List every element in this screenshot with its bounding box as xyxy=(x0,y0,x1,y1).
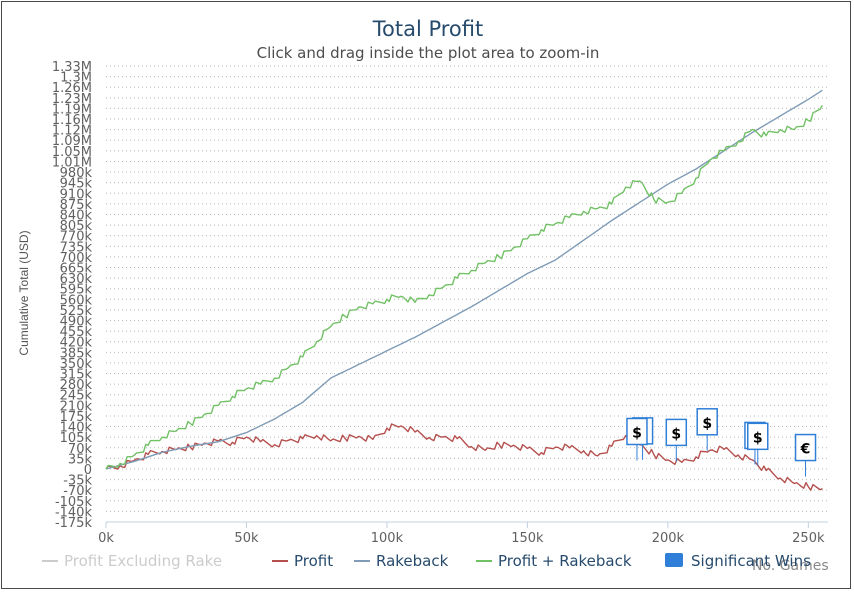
x-tick-label: 250k xyxy=(792,531,825,546)
y-tick-label: 560k xyxy=(60,293,93,308)
y-tick-label: 490k xyxy=(60,315,93,330)
y-tick-label: 70k xyxy=(68,442,93,457)
significant-win-flag[interactable]: € xyxy=(794,433,817,477)
x-tick-label: 100k xyxy=(371,531,404,546)
legend-label: Rakeback xyxy=(376,552,449,570)
x-tick-label: 200k xyxy=(652,531,685,546)
x-tick-label: 0k xyxy=(98,531,114,546)
y-tick-label: 105k xyxy=(60,431,93,446)
flag-label: $ xyxy=(632,425,642,441)
flags-layer: $$$$$$€ xyxy=(626,408,817,477)
y-tick-label: 0 xyxy=(84,463,92,478)
legend-label: Significant Wins xyxy=(691,552,811,570)
y-tick-label: 1.26M xyxy=(52,81,92,96)
y-tick-label: 1.19M xyxy=(52,102,92,117)
y-tick-label: -105k xyxy=(55,495,93,510)
x-axis-ticks: 0k 50k 100k 150k 200k 250k xyxy=(98,522,825,546)
legend-item[interactable]: Profit Excluding Rake xyxy=(42,552,222,570)
y-tick-label: 1.23M xyxy=(52,92,92,107)
flag-label: € xyxy=(800,442,811,458)
y-tick-label: 210k xyxy=(60,399,93,414)
legend-item[interactable]: Profit xyxy=(272,552,333,570)
y-tick-label: 1.12M xyxy=(52,124,92,139)
significant-win-flag[interactable]: $ xyxy=(665,418,688,462)
legend-swatch xyxy=(665,553,683,567)
series-line-profit[interactable] xyxy=(105,423,823,491)
y-tick-label: 1.09M xyxy=(52,134,92,149)
x-tick-label: 150k xyxy=(511,531,544,546)
flag-box xyxy=(696,408,718,436)
y-tick-label: 945k xyxy=(60,177,93,192)
y-tick-label: 1.33M xyxy=(52,60,92,75)
y-tick-label: 280k xyxy=(60,378,93,393)
y-tick-label: 770k xyxy=(60,230,93,245)
series-layer xyxy=(105,89,823,491)
y-tick-label: 1.05M xyxy=(52,145,92,160)
y-tick-label: 980k xyxy=(60,166,93,181)
y-tick-label: 315k xyxy=(60,368,93,383)
y-axis-title: Cumulative Total (USD) xyxy=(17,230,31,355)
y-tick-label: 875k xyxy=(60,198,93,213)
flag-label: $ xyxy=(753,430,763,446)
y-tick-label: 1.01M xyxy=(52,155,92,170)
y-tick-label: 840k xyxy=(60,208,93,223)
y-tick-label: 1.16M xyxy=(52,113,92,128)
flag-label: $ xyxy=(702,416,712,432)
legend-item[interactable]: Profit + Rakeback xyxy=(476,552,632,570)
y-tick-label: -70k xyxy=(63,484,92,499)
flag-box xyxy=(665,418,688,447)
y-tick-label: 175k xyxy=(60,410,93,425)
y-tick-label: 700k xyxy=(60,251,93,266)
y-tick-label: 665k xyxy=(60,261,93,276)
y-tick-label: 910k xyxy=(60,187,93,202)
chart-subtitle: Click and drag inside the plot area to z… xyxy=(257,44,600,62)
flag-box xyxy=(747,422,769,451)
legend-label: Profit xyxy=(294,552,333,570)
y-tick-label: 350k xyxy=(60,357,93,372)
y-tick-label: 595k xyxy=(60,283,93,298)
y-tick-label: -140k xyxy=(55,505,93,520)
x-tick-label: 50k xyxy=(234,531,259,546)
grid-lines xyxy=(106,65,828,523)
chart-title: Total Profit xyxy=(372,17,484,41)
significant-win-flag[interactable]: $ xyxy=(696,408,718,451)
y-tick-label: 525k xyxy=(60,304,93,319)
y-axis-ticks: 1.33M1.3M1.26M1.23M1.19M1.16M1.12M1.09M1… xyxy=(52,60,93,531)
y-tick-label: 1.3M xyxy=(60,71,92,86)
y-tick-label: 245k xyxy=(60,389,93,404)
y-tick-label: 805k xyxy=(60,219,93,234)
flag-box xyxy=(626,417,648,446)
flag-label: $ xyxy=(671,426,681,442)
y-tick-label: -175k xyxy=(55,516,93,531)
legend-item[interactable]: Rakeback xyxy=(354,552,449,570)
legend: Profit Excluding Rake Profit Rakeback Profi… xyxy=(42,552,811,570)
legend-item[interactable]: Significant Wins xyxy=(665,552,811,570)
legend-label: Profit + Rakeback xyxy=(498,552,632,570)
series-line-profit-rakeback[interactable] xyxy=(105,105,823,470)
flag-box xyxy=(794,433,817,462)
y-tick-label: 140k xyxy=(60,421,93,436)
x-axis-title: No. Games xyxy=(752,558,829,574)
legend-label: Profit Excluding Rake xyxy=(64,552,222,570)
y-tick-label: 455k xyxy=(60,325,93,340)
significant-win-flag[interactable]: $ xyxy=(626,417,648,461)
series-line-rakeback[interactable] xyxy=(105,89,823,470)
y-tick-label: 630k xyxy=(60,272,93,287)
y-tick-label: 420k xyxy=(60,336,93,351)
y-tick-label: 385k xyxy=(60,346,93,361)
y-tick-label: -35k xyxy=(63,474,92,489)
y-tick-label: 35k xyxy=(68,452,93,467)
significant-win-flag[interactable]: $ xyxy=(747,422,769,466)
y-tick-label: 735k xyxy=(60,240,93,255)
